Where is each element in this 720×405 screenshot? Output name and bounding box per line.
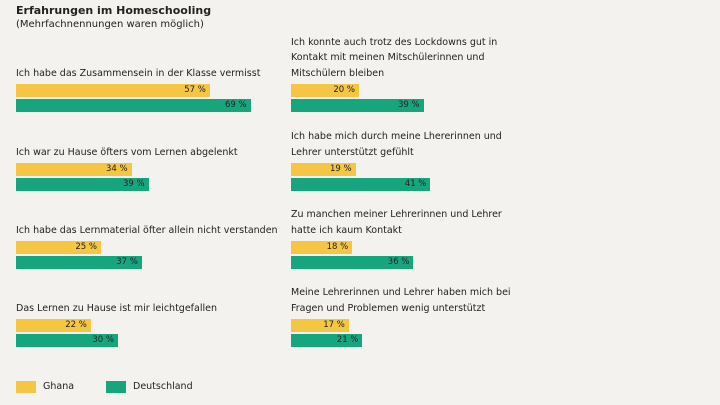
category-label: Ich konnte auch trotz des Lockdowns gut …	[291, 36, 498, 79]
category-label: Das Lernen zu Hause ist mir leichtgefall…	[16, 302, 217, 314]
bar: 36 %	[291, 256, 414, 269]
value-label: 22 %	[65, 320, 87, 330]
category-label: Ich war zu Hause öfters vom Lernen abgel…	[16, 146, 238, 158]
bar: 69 %	[16, 99, 251, 112]
value-label: 39 %	[122, 179, 145, 189]
bar: 21 %	[291, 334, 363, 347]
bar: 30 %	[16, 334, 118, 347]
category-label: Ich habe das Lernmaterial öfter allein n…	[16, 224, 278, 236]
category-label: Ich habe das Zusammensein in der Klasse …	[16, 67, 261, 79]
legend-swatch	[106, 381, 126, 393]
value-label: 19 %	[329, 164, 352, 174]
category-label: Zu manchen meiner Lehrerinnen und Lehrer…	[291, 209, 502, 236]
bar: 17 %	[291, 319, 349, 332]
value-label: 36 %	[387, 257, 410, 267]
value-label: 34 %	[105, 164, 128, 174]
category-label: Ich habe mich durch meine Lhererinnen un…	[291, 131, 502, 158]
bar: 41 %	[291, 178, 431, 191]
bar: 39 %	[16, 178, 149, 191]
bar: 22 %	[16, 319, 91, 332]
chart-subtitle: (Mehrfachnennungen waren möglich)	[16, 19, 204, 30]
value-label: 21 %	[336, 335, 359, 345]
legend-label: Ghana	[43, 381, 75, 392]
value-label: 57 %	[184, 85, 206, 95]
bar: 18 %	[291, 241, 353, 254]
value-label: 30 %	[92, 335, 114, 345]
bar: 37 %	[16, 256, 142, 269]
chart-title: Erfahrungen im Homeschooling	[16, 4, 212, 17]
bar: 25 %	[16, 241, 101, 254]
value-label: 18 %	[326, 242, 349, 252]
category-label: Meine Lehrerinnen und Lehrer haben mich …	[291, 287, 511, 314]
bar: 39 %	[291, 99, 424, 112]
value-label: 25 %	[75, 242, 97, 252]
bar: 34 %	[16, 163, 132, 176]
bar: 57 %	[16, 84, 210, 97]
legend-swatch	[16, 381, 36, 393]
value-label: 17 %	[323, 320, 345, 330]
value-label: 39 %	[397, 100, 420, 110]
value-label: 20 %	[333, 85, 355, 95]
legend-label: Deutschland	[133, 381, 193, 392]
value-label: 41 %	[404, 179, 427, 189]
bar: 20 %	[291, 84, 359, 97]
bar: 19 %	[291, 163, 356, 176]
value-label: 69 %	[224, 100, 247, 110]
value-label: 37 %	[116, 257, 138, 267]
